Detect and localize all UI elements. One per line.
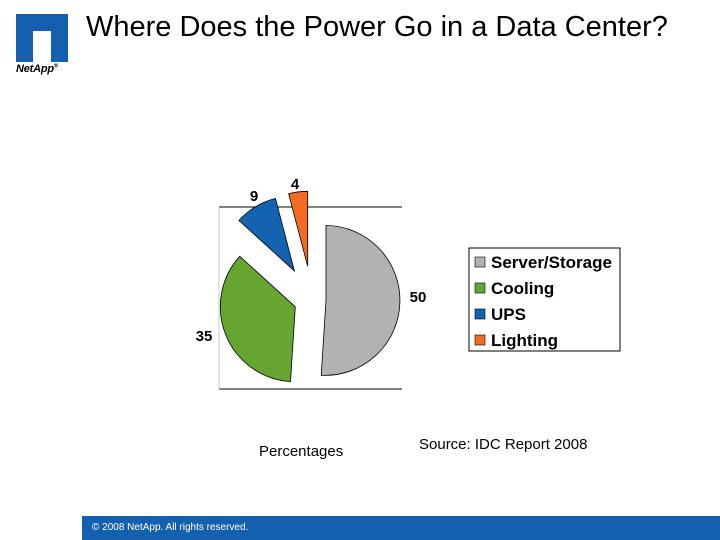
pie-slice-lighting — [288, 190, 309, 267]
data-label-cooling: 35 — [196, 328, 213, 345]
legend-swatch-lighting — [474, 334, 486, 346]
copyright-text: © 2008 NetApp. All rights reserved. — [92, 522, 249, 533]
plot-frame — [218, 206, 402, 390]
legend-swatch-cooling — [474, 282, 486, 294]
pie-slice-cooling — [219, 255, 296, 383]
legend-swatch-ups — [474, 308, 486, 320]
legend-label-cooling: Cooling — [491, 279, 554, 298]
pie-slices — [219, 190, 401, 383]
netapp-n-icon — [16, 14, 68, 62]
pie-data-labels: 50 35 9 4 — [196, 176, 427, 345]
legend-label-server-storage: Server/Storage — [491, 253, 612, 272]
data-label-lighting: 4 — [291, 176, 300, 193]
chart-legend: Server/Storage Cooling UPS Lighting — [468, 247, 621, 352]
source-note: Source: IDC Report 2008 — [419, 436, 588, 453]
pie-slice-ups — [238, 197, 296, 273]
pie-slice-server-storage — [320, 224, 401, 376]
legend-label-lighting: Lighting — [491, 331, 558, 350]
units-caption: Percentages — [259, 443, 344, 460]
legend-swatch-server-storage — [474, 256, 486, 268]
slide-title: Where Does the Power Go in a Data Center… — [86, 11, 668, 43]
netapp-logo: NetApp® — [16, 14, 74, 76]
netapp-logo-text: NetApp® — [16, 63, 59, 75]
data-label-ups: 9 — [250, 188, 258, 205]
data-label-server-storage: 50 — [410, 289, 427, 306]
legend-box — [468, 247, 621, 352]
legend-label-ups: UPS — [491, 305, 526, 324]
footer-bar: © 2008 NetApp. All rights reserved. — [82, 516, 720, 540]
